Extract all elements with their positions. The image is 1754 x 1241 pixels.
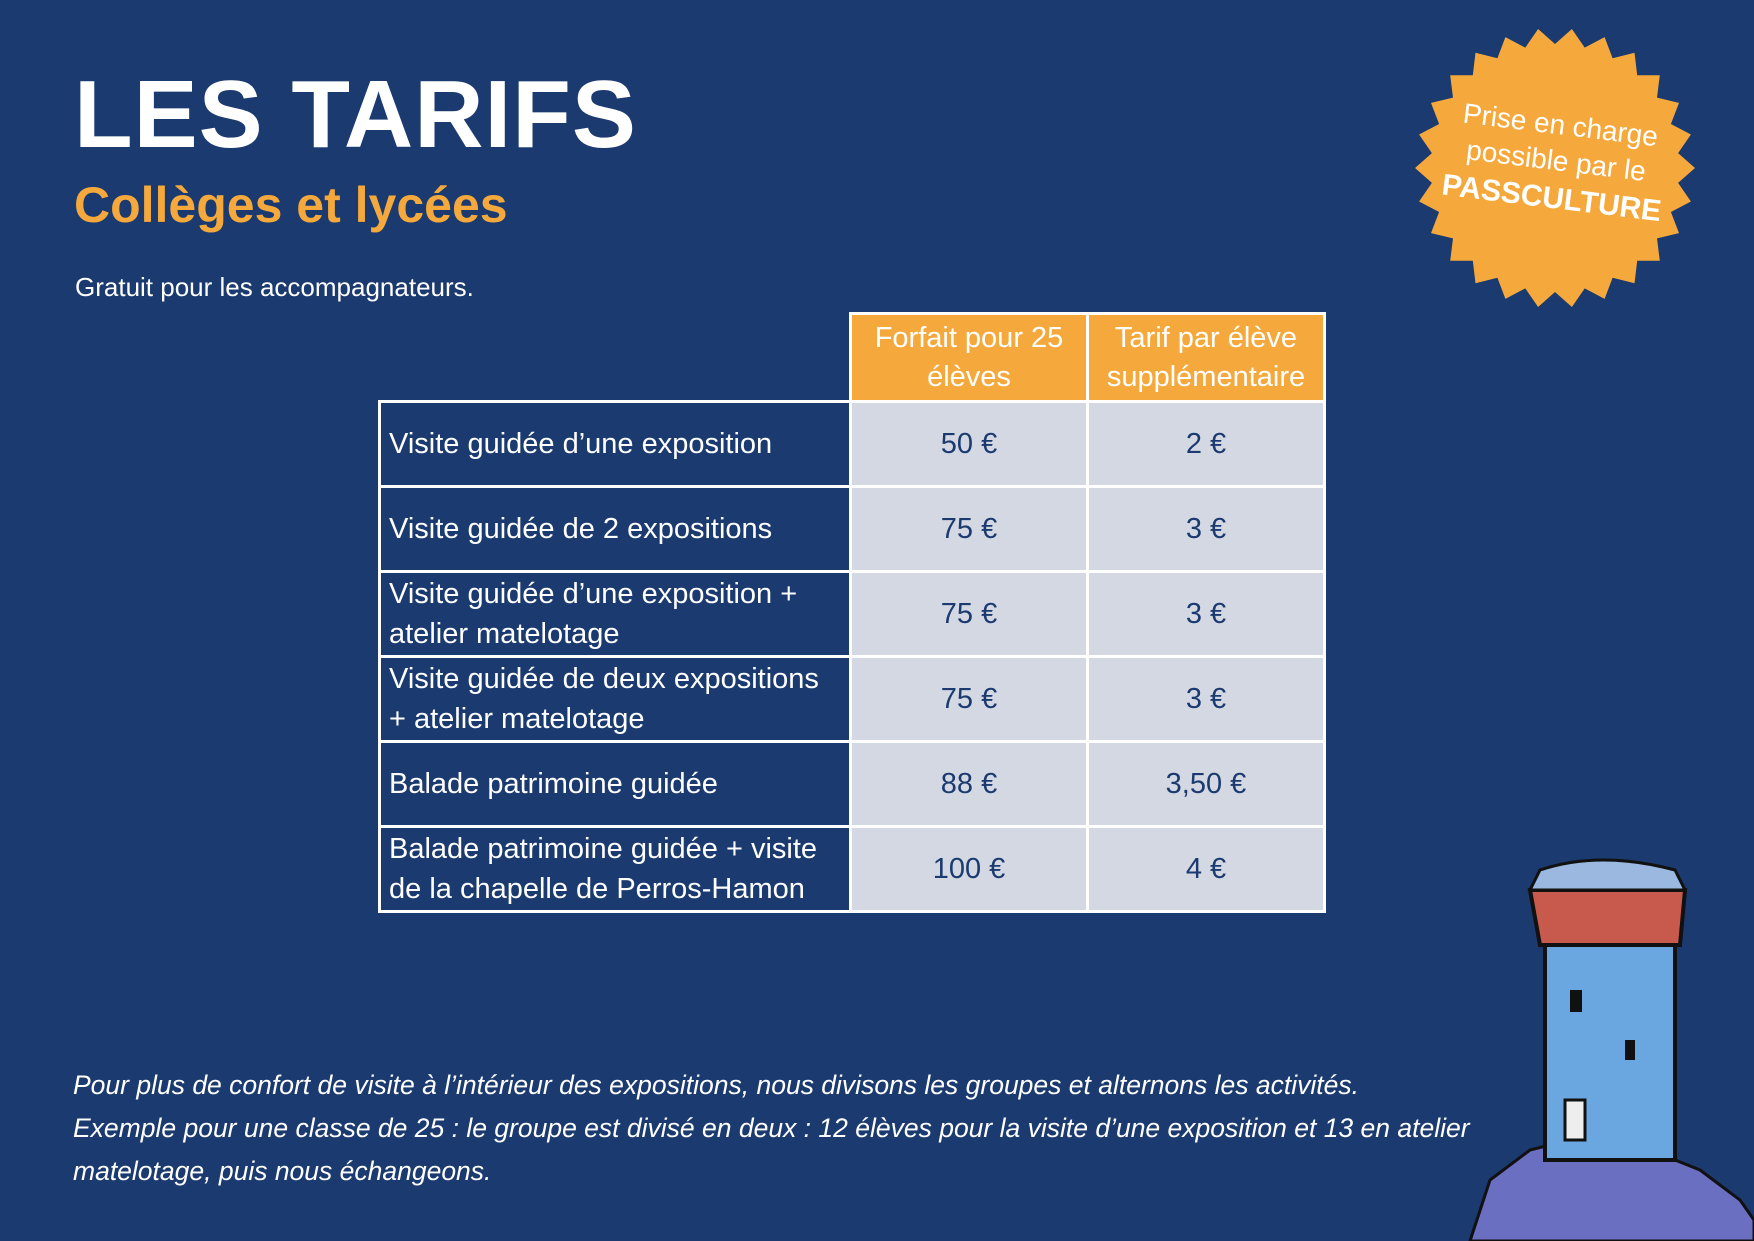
row-label: Visite guidée de deux expositions + atel… — [378, 655, 852, 743]
price-cell: 4 € — [1086, 825, 1326, 913]
table-row: Visite guidée de 2 expositions 75 €3 € — [378, 485, 1326, 573]
price-cell: 100 € — [849, 825, 1089, 913]
footer: Pour plus de confort de visite à l’intér… — [73, 1064, 1470, 1193]
header-row: Forfait pour 25 élèves Tarif par élève s… — [379, 312, 1326, 403]
badge-shape — [1415, 29, 1695, 307]
price-cell: 88 € — [849, 740, 1089, 828]
footer-line: Pour plus de confort de visite à l’intér… — [73, 1070, 1359, 1100]
subtitle: Collèges et lycées — [74, 177, 508, 233]
tower — [1468, 858, 1754, 1241]
row-label: Balade patrimoine guidée — [378, 740, 852, 828]
price-cell: 2 € — [1086, 400, 1326, 488]
blank-cell — [379, 313, 851, 403]
table-row: Balade patrimoine guidée 88 €3,50 € — [378, 740, 1326, 828]
price-cell: 3 € — [1086, 655, 1326, 743]
price-cell: 3,50 € — [1086, 740, 1326, 828]
price-cell: 75 € — [849, 655, 1089, 743]
table-row: Visite guidée d’une exposition 50 €2 € — [378, 400, 1326, 488]
footer-line: Exemple pour une classe de 25 : le group… — [73, 1113, 1470, 1143]
table-row: Visite guidée de deux expositions + atel… — [378, 655, 1326, 743]
price-cell: 3 € — [1086, 485, 1326, 573]
price-cell: 3 € — [1086, 570, 1326, 658]
column-header: Tarif par élève supplémentaire — [1086, 312, 1326, 403]
price-cell: 75 € — [849, 485, 1089, 573]
row-label: Visite guidée de 2 expositions — [378, 485, 852, 573]
row-label: Balade patrimoine guidée + visite de la … — [378, 825, 852, 913]
price-cell: 50 € — [849, 400, 1089, 488]
row-label: Visite guidée d’une exposition + atelier… — [378, 570, 852, 658]
price-cell: 75 € — [849, 570, 1089, 658]
note: Gratuit pour les accompagnateurs. — [75, 272, 474, 302]
column-header: Forfait pour 25 élèves — [849, 312, 1089, 403]
row-label: Visite guidée d’une exposition — [378, 400, 852, 488]
table-row: Visite guidée d’une exposition + atelier… — [378, 570, 1326, 658]
price-table: Forfait pour 25 élèves Tarif par élève s… — [378, 312, 1326, 913]
title: LES TARIFS — [74, 61, 637, 168]
footer-line: matelotage, puis nous échangeons. — [73, 1156, 492, 1186]
table-row: Balade patrimoine guidée + visite de la … — [378, 825, 1326, 913]
